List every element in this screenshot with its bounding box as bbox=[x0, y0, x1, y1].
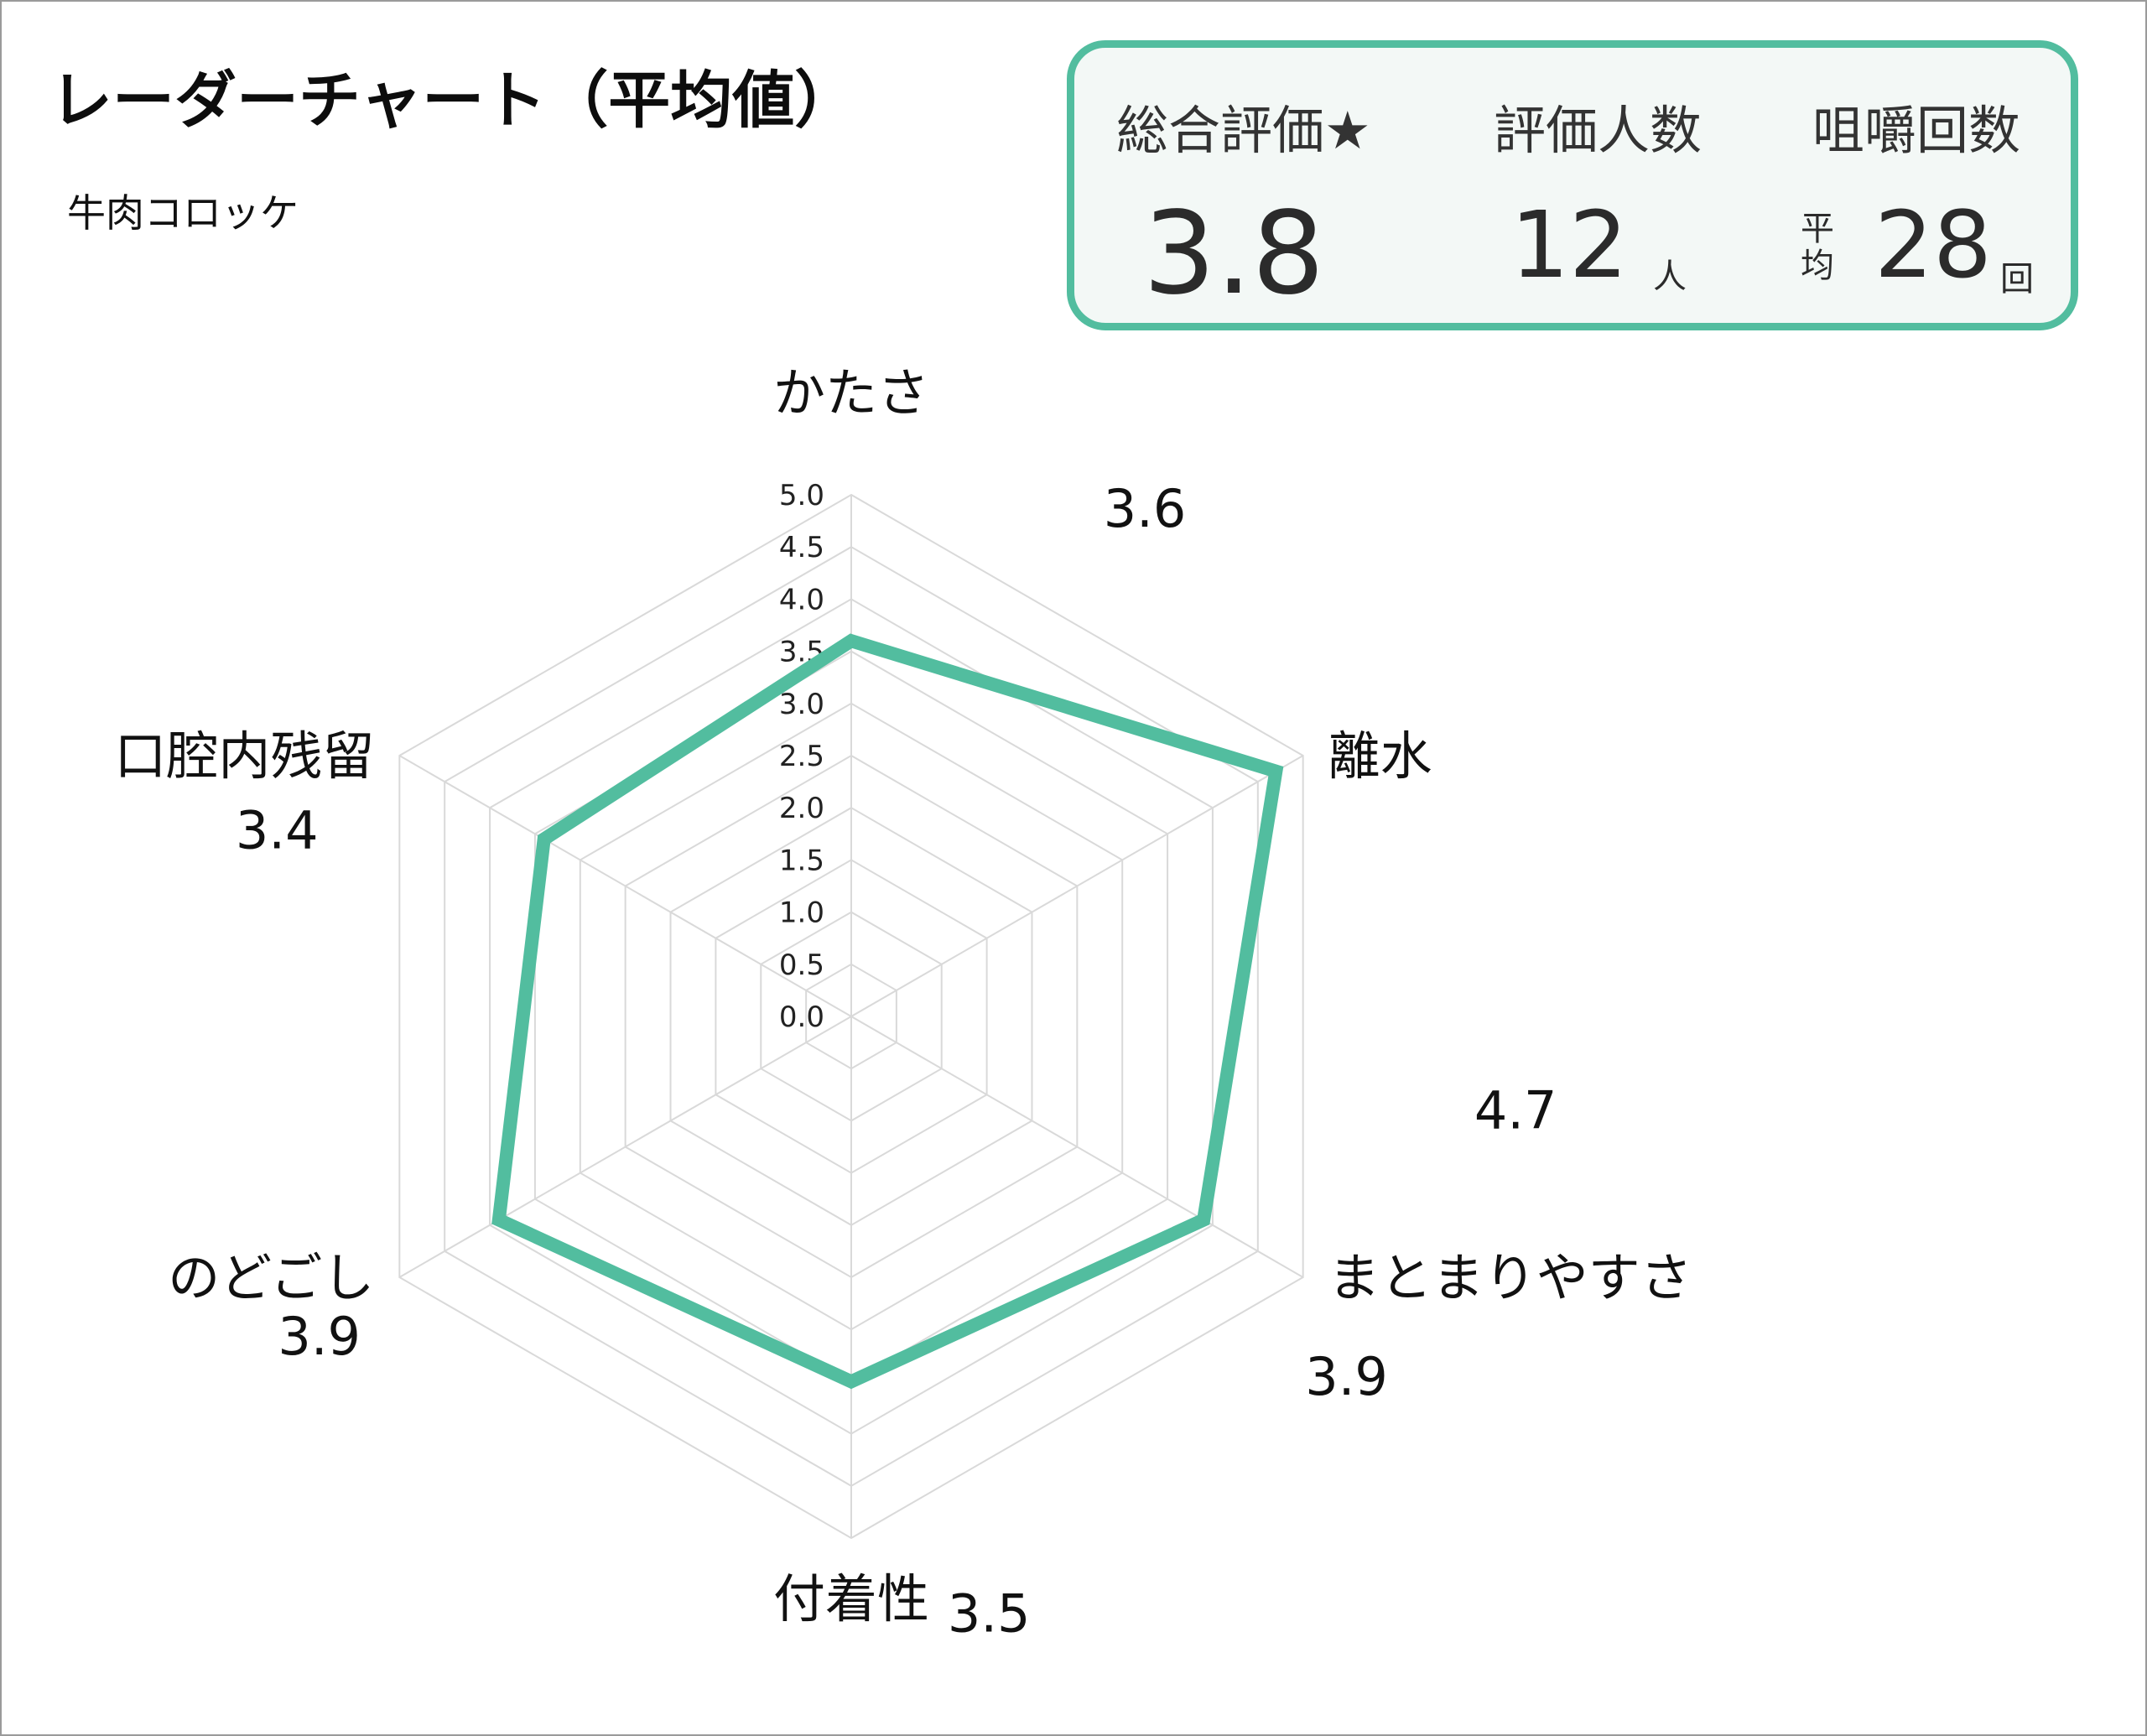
tick-label: 4.0 bbox=[779, 583, 824, 616]
value-label: 3.9 bbox=[278, 1306, 361, 1367]
value-label: 4.7 bbox=[1474, 1079, 1557, 1141]
summary-panel: 総合評価★ 評価人数 咀嚼回数 3.8 12 人 平 均 28 回 bbox=[1067, 40, 2078, 330]
chew-average-prefix-1: 平 bbox=[1801, 210, 1834, 248]
data-point bbox=[849, 638, 854, 644]
data-point bbox=[1273, 768, 1279, 774]
value-label: 3.4 bbox=[236, 800, 319, 861]
chew-count-value: 28 bbox=[1874, 191, 1992, 299]
chart-subtitle: 牛肉コロッケ bbox=[67, 190, 299, 236]
grid-spoke bbox=[398, 755, 852, 1017]
data-point bbox=[1201, 1217, 1207, 1223]
grid-spoke bbox=[850, 755, 1304, 1017]
value-label: 3.5 bbox=[948, 1583, 1031, 1644]
axis-label: 口腔内残留 bbox=[114, 725, 374, 787]
tick-label: 1.0 bbox=[779, 897, 824, 930]
series-line bbox=[491, 633, 1284, 1390]
chart-title: レーダーチャート（平均値） bbox=[50, 65, 857, 137]
radar-grid bbox=[398, 493, 1304, 1540]
tick-label: 0.0 bbox=[779, 1001, 824, 1034]
tick-label: 2.5 bbox=[779, 740, 824, 773]
axis-label: まとまりやすさ bbox=[1328, 1247, 1692, 1308]
tick-label: 3.0 bbox=[779, 688, 824, 721]
grid-spoke bbox=[850, 1016, 1304, 1278]
overall-rating-value: 3.8 bbox=[1143, 188, 1325, 320]
value-label: 3.9 bbox=[1305, 1346, 1388, 1407]
data-point bbox=[541, 836, 547, 842]
value-label: 3.6 bbox=[1104, 478, 1187, 539]
chew-count-unit: 回 bbox=[2000, 260, 2034, 299]
raters-count-label: 評価人数 bbox=[1494, 100, 1703, 161]
value-labels: 3.6 4.7 3.9 3.5 3.9 3.4 bbox=[236, 478, 1557, 1645]
chew-average-prefix-2: 均 bbox=[1801, 247, 1834, 285]
raters-count-unit: 人 bbox=[1653, 257, 1687, 296]
tick-label: 0.5 bbox=[779, 949, 824, 982]
chew-count-label: 咀嚼回数 bbox=[1812, 100, 2021, 161]
grid-spoke bbox=[398, 1016, 852, 1278]
axis-label: のどごし bbox=[168, 1247, 374, 1308]
axis-label: かたさ bbox=[773, 362, 929, 424]
data-point bbox=[849, 1379, 854, 1385]
tick-label: 4.5 bbox=[779, 531, 824, 564]
tick-label: 2.0 bbox=[779, 792, 824, 825]
series-layer bbox=[491, 633, 1284, 1390]
tick-label: 5.0 bbox=[779, 479, 824, 512]
tick-label: 1.5 bbox=[779, 844, 824, 877]
axis-label: 離水 bbox=[1328, 725, 1432, 787]
data-point bbox=[496, 1217, 502, 1223]
axis-label: 付着性 bbox=[773, 1568, 929, 1629]
raters-count-value: 12 bbox=[1510, 191, 1628, 299]
overall-rating-label: 総合評価★ bbox=[1116, 100, 1371, 161]
radial-tick-labels: 0.00.51.01.52.02.53.03.54.04.55.0 bbox=[779, 479, 824, 1034]
